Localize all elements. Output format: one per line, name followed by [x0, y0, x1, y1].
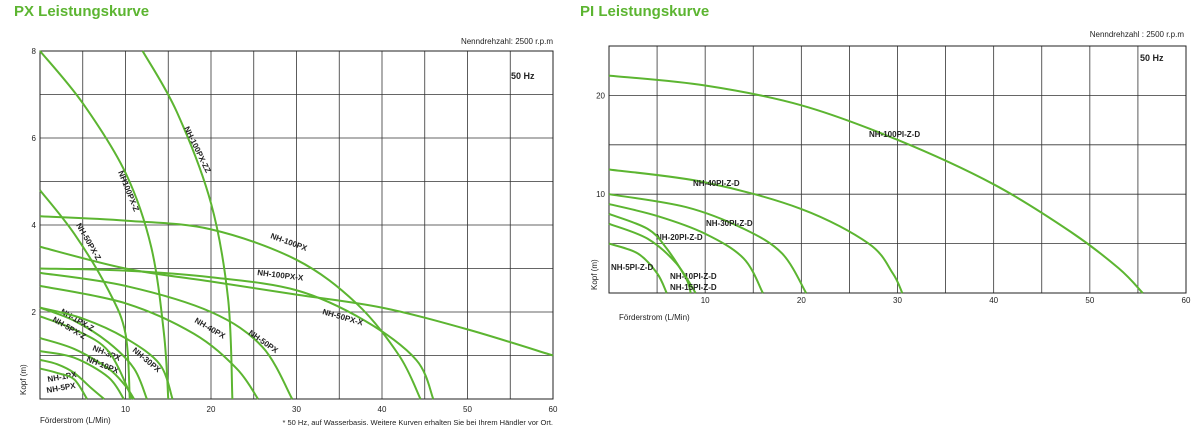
pi-chart: 10 20 30 40 50 60 10 20 NH-100PI-Z-D NH-40PI-Z-D N…: [590, 30, 1191, 322]
series-line-nh-5pi-z-d: [608, 242, 668, 294]
y-tick-label: 10: [596, 190, 605, 199]
rpm-note: Nenndrehzahl : 2500 r.p.m: [1090, 30, 1185, 39]
series-line-nh-50px-x: [39, 245, 554, 357]
series-label-nh-10pi-z-d: NH-10PI-Z-D: [670, 272, 717, 281]
series-label-nh-15pi-z-d: NH-15PI-Z-D: [670, 283, 717, 292]
x-tick-label: 20: [797, 296, 806, 305]
y-tick-label: 20: [596, 91, 605, 100]
x-tick-label: 20: [207, 405, 216, 414]
px-chart-title: PX Leistungskurve: [14, 3, 150, 20]
series-line-nh-15pi-z-d: [608, 222, 697, 294]
series-line-nh-40px: [39, 284, 259, 400]
x-axis-label: Förderstrom (L/Min): [619, 313, 690, 322]
series-line-nh100px-z: [39, 50, 170, 400]
frequency-label: 50 Hz: [511, 71, 535, 81]
series-label-nh-50px: NH-50PX: [247, 328, 280, 355]
pi-chart-title: PI Leistungskurve: [580, 3, 710, 20]
y-tick-label: 4: [32, 221, 37, 230]
series-label-nh-5pi-z-d: NH-5PI-Z-D: [611, 263, 653, 272]
series-line-nh-5px: [39, 367, 88, 400]
y-tick-label: 8: [32, 47, 37, 56]
series-line-nh-30pi-z-d: [608, 193, 808, 294]
x-tick-label: 30: [292, 405, 301, 414]
x-tick-label: 10: [701, 296, 710, 305]
x-tick-label: 50: [1085, 296, 1094, 305]
x-tick-label: 40: [989, 296, 998, 305]
y-axis-label: Kopf (m): [590, 259, 599, 290]
y-tick-label: 6: [32, 134, 37, 143]
x-tick-label: 50: [463, 405, 472, 414]
series-line-nh-50px-z: [39, 189, 131, 400]
series-label-nh-100pi-z-d: NH-100PI-Z-D: [869, 130, 920, 139]
series-label-nh-100px-zz: NH-100PX-ZZ: [182, 125, 212, 175]
series-label-nh-100px-x: NH-100PX-X: [257, 268, 305, 283]
y-axis-label: Kopf (m): [19, 364, 28, 395]
x-tick-label: 60: [549, 405, 558, 414]
y-tick-label: 2: [32, 308, 37, 317]
rpm-note: Nenndrehzahl: 2500 r.p.m: [461, 37, 553, 46]
series-line-nh-10pi-z-d: [608, 213, 692, 294]
series-line-nh-50px: [39, 271, 294, 400]
series-line-nh-40pi-z-d: [608, 168, 904, 294]
series-label-nh-30pi-z-d: NH-30PI-Z-D: [706, 219, 753, 228]
series-line-nh-100pi-z-d: [608, 74, 1144, 294]
px-chart: 10 20 30 40 50 602468NH-1PXNH-5PXNH-3PXNH-10P…: [19, 37, 558, 427]
footnote: * 50 Hz, auf Wasserbasis. Weitere Kurven…: [282, 418, 553, 427]
series-line-nh-1px-z: [39, 306, 148, 400]
x-tick-label: 40: [378, 405, 387, 414]
x-tick-label: 30: [893, 296, 902, 305]
x-axis-label: Förderstrom (L/Min): [40, 416, 111, 425]
series-line-nh-5px-z: [39, 315, 134, 400]
series-label-nh-40pi-z-d: NH-40PI-Z-D: [693, 179, 740, 188]
frequency-label: 50 Hz: [1140, 53, 1164, 63]
series-line-nh-100px-zz: [141, 50, 234, 400]
series-line-nh-20pi-z-d: [608, 203, 764, 294]
x-tick-label: 60: [1182, 296, 1191, 305]
series-label-nh100px-z: NH100PX-Z: [116, 169, 141, 212]
series-label-nh-20pi-z-d: NH-20PI-Z-D: [656, 233, 703, 242]
series-label-nh-50px-x: NH-50PX-X: [321, 307, 364, 327]
series-line-nh-1px: [39, 358, 105, 400]
series-line-nh-10px: [39, 350, 125, 400]
x-tick-label: 10: [121, 405, 130, 414]
plot-frame: [39, 50, 554, 400]
series-line-nh-100px: [39, 215, 422, 400]
series-line-nh-100px-x: [39, 267, 435, 400]
